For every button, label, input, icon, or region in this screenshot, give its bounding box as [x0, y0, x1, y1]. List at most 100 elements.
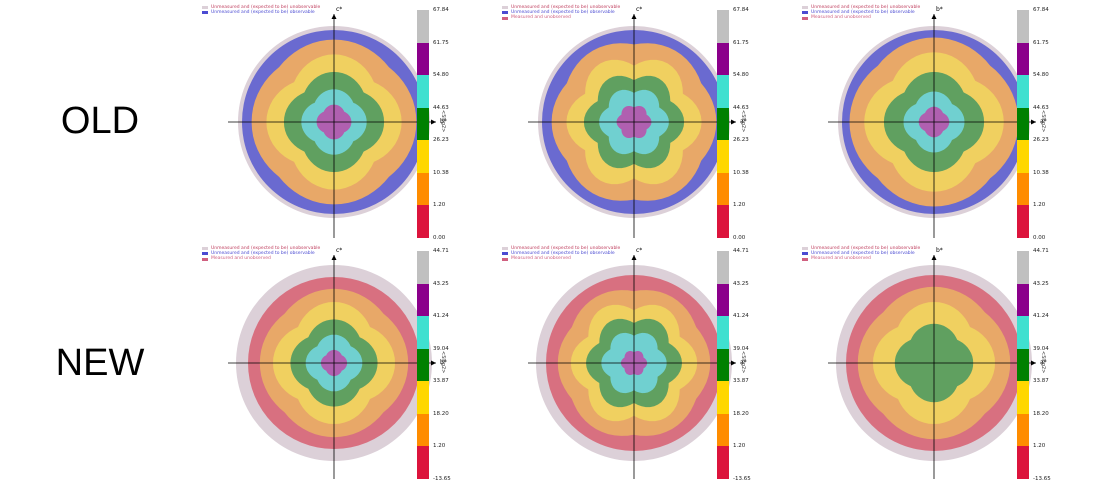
colorbar [717, 10, 729, 238]
colorbar-segment [1017, 251, 1029, 284]
colorbar-segment [717, 42, 729, 76]
colorbar-tick-label: 0.00 [1033, 235, 1046, 241]
row-label-new: NEW [55, 342, 145, 384]
y-axis-arrow [331, 14, 337, 19]
legend-label: Unmeasured and (expected to be) unobserv… [511, 5, 621, 10]
colorbar-tick-label: -13.65 [433, 476, 451, 482]
legend-label: Measured and unobserved [811, 256, 871, 262]
legend: Unmeasured and (expected to be) unobserv… [802, 246, 920, 262]
y-axis-arrow [931, 14, 937, 19]
colorbar-tick-label: 41.24 [433, 313, 449, 320]
colorbar-title: <Slog2> [1040, 110, 1046, 133]
legend-swatch [502, 16, 508, 20]
colorbar-segment [417, 413, 429, 447]
colorbar-tick-label: 54.80 [433, 72, 449, 79]
chart-panel-old-3: a* b* Unmeasured and (expected to be) unob… [800, 2, 1070, 242]
legend-item: Measured and unobserved [802, 15, 920, 20]
colorbar-tick-label: 1.20 [433, 443, 446, 450]
colorbar-tick-label: 61.75 [733, 39, 749, 46]
colorbar-tick-label: 67.84 [733, 7, 749, 13]
colorbar [417, 251, 429, 479]
colorbar-segment [1017, 42, 1029, 76]
legend-swatch [202, 6, 208, 10]
colorbar-segment [1017, 172, 1029, 206]
x-axis-arrow [731, 119, 736, 125]
chart-panel-old-1: b* c* Unmeasured and (expected to be) unob… [200, 2, 470, 242]
legend-item: Unmeasured and (expected to be) unobserv… [802, 246, 920, 251]
legend-label: Unmeasured and (expected to be) observab… [811, 10, 915, 16]
colorbar-tick-label: 1.20 [733, 202, 746, 209]
y-axis-label: c* [636, 247, 643, 254]
y-axis-label: b* [936, 6, 943, 13]
colorbar-segment [717, 316, 729, 349]
colorbar-segment [1017, 75, 1029, 108]
colorbar-tick-label: 61.75 [1033, 39, 1049, 46]
colorbar-segment [417, 75, 429, 108]
legend-item: Measured and unobserved [802, 256, 920, 261]
colorbar-tick-label: 54.80 [1033, 72, 1049, 79]
legend: Unmeasured and (expected to be) unobserv… [802, 5, 920, 21]
legend-item: Unmeasured and (expected to be) observab… [802, 10, 920, 15]
colorbar-tick-label: 1.20 [433, 202, 446, 209]
y-axis-arrow [331, 255, 337, 260]
legend-label: Unmeasured and (expected to be) observab… [811, 251, 915, 257]
colorbar-segment [417, 251, 429, 284]
colorbar-segment [1017, 205, 1029, 238]
x-axis-arrow [1031, 360, 1036, 366]
colorbar-tick-label: 41.24 [733, 313, 749, 320]
legend-label: Unmeasured and (expected to be) unobserv… [511, 246, 621, 251]
x-axis-label: a* [1040, 118, 1047, 125]
colorbar-tick-label: 18.20 [733, 410, 749, 417]
legend-swatch [802, 16, 808, 20]
colorbar-tick-label: 44.71 [1033, 248, 1049, 254]
heatmap-svg [828, 255, 1036, 479]
x-axis-arrow [1031, 119, 1036, 125]
colorbar-tick-label: -13.65 [733, 476, 751, 482]
legend-label: Measured and unobserved [811, 15, 871, 21]
colorbar-tick-label: 43.25 [433, 280, 449, 287]
colorbar-tick-label: 39.04 [1033, 345, 1049, 352]
colorbar [1017, 10, 1029, 238]
legend-item: Unmeasured and (expected to be) observab… [202, 10, 320, 15]
colorbar-tick-label: 54.80 [733, 72, 749, 79]
colorbar-segment [717, 140, 729, 173]
legend-label: Unmeasured and (expected to be) observab… [511, 10, 615, 16]
colorbar-segment [417, 205, 429, 238]
colorbar-tick-label: 44.63 [1033, 104, 1049, 111]
legend-label: Unmeasured and (expected to be) observab… [511, 251, 615, 257]
colorbar-segment [417, 381, 429, 414]
colorbar-tick-label: 33.87 [733, 378, 749, 385]
legend-swatch [502, 247, 508, 251]
x-axis-label: a* [740, 359, 747, 366]
legend-label: Measured and unobserved [511, 256, 571, 262]
colorbar-title: <Slog2> [1040, 351, 1046, 374]
heatmap-svg [528, 255, 736, 479]
colorbar-tick-label: 1.20 [1033, 202, 1046, 209]
legend-item: Unmeasured and (expected to be) observab… [802, 251, 920, 256]
legend-swatch [502, 257, 508, 261]
colorbar-segment [417, 42, 429, 76]
colorbar-title: <Slog2> [440, 110, 446, 133]
heatmap-svg [828, 14, 1036, 238]
legend-swatch [802, 247, 808, 251]
legend-item: Measured and unobserved [502, 15, 620, 20]
y-axis-arrow [631, 255, 637, 260]
colorbar-segment [717, 10, 729, 43]
legend-label: Unmeasured and (expected to be) unobserv… [811, 246, 921, 251]
heatmap-svg [228, 255, 436, 479]
colorbar-tick-label: 33.87 [433, 378, 449, 385]
heatmap-svg [228, 14, 436, 238]
colorbar-segment [1017, 283, 1029, 317]
heatmap-svg [528, 14, 736, 238]
chart-panel-new-3: a* b* Unmeasured and (expected to be) unob… [800, 243, 1070, 483]
colorbar-tick-label: 1.20 [733, 443, 746, 450]
y-axis-label: b* [936, 247, 943, 254]
colorbar-segment [1017, 140, 1029, 173]
colorbar-title: <Slog2> [440, 351, 446, 374]
colorbar [417, 10, 429, 238]
colorbar-tick-label: 39.04 [433, 345, 449, 352]
colorbar-segment [1017, 316, 1029, 349]
colorbar-tick-label: 10.38 [733, 169, 749, 176]
legend: Unmeasured and (expected to be) unobserv… [502, 246, 620, 262]
y-axis-label: c* [636, 6, 643, 13]
